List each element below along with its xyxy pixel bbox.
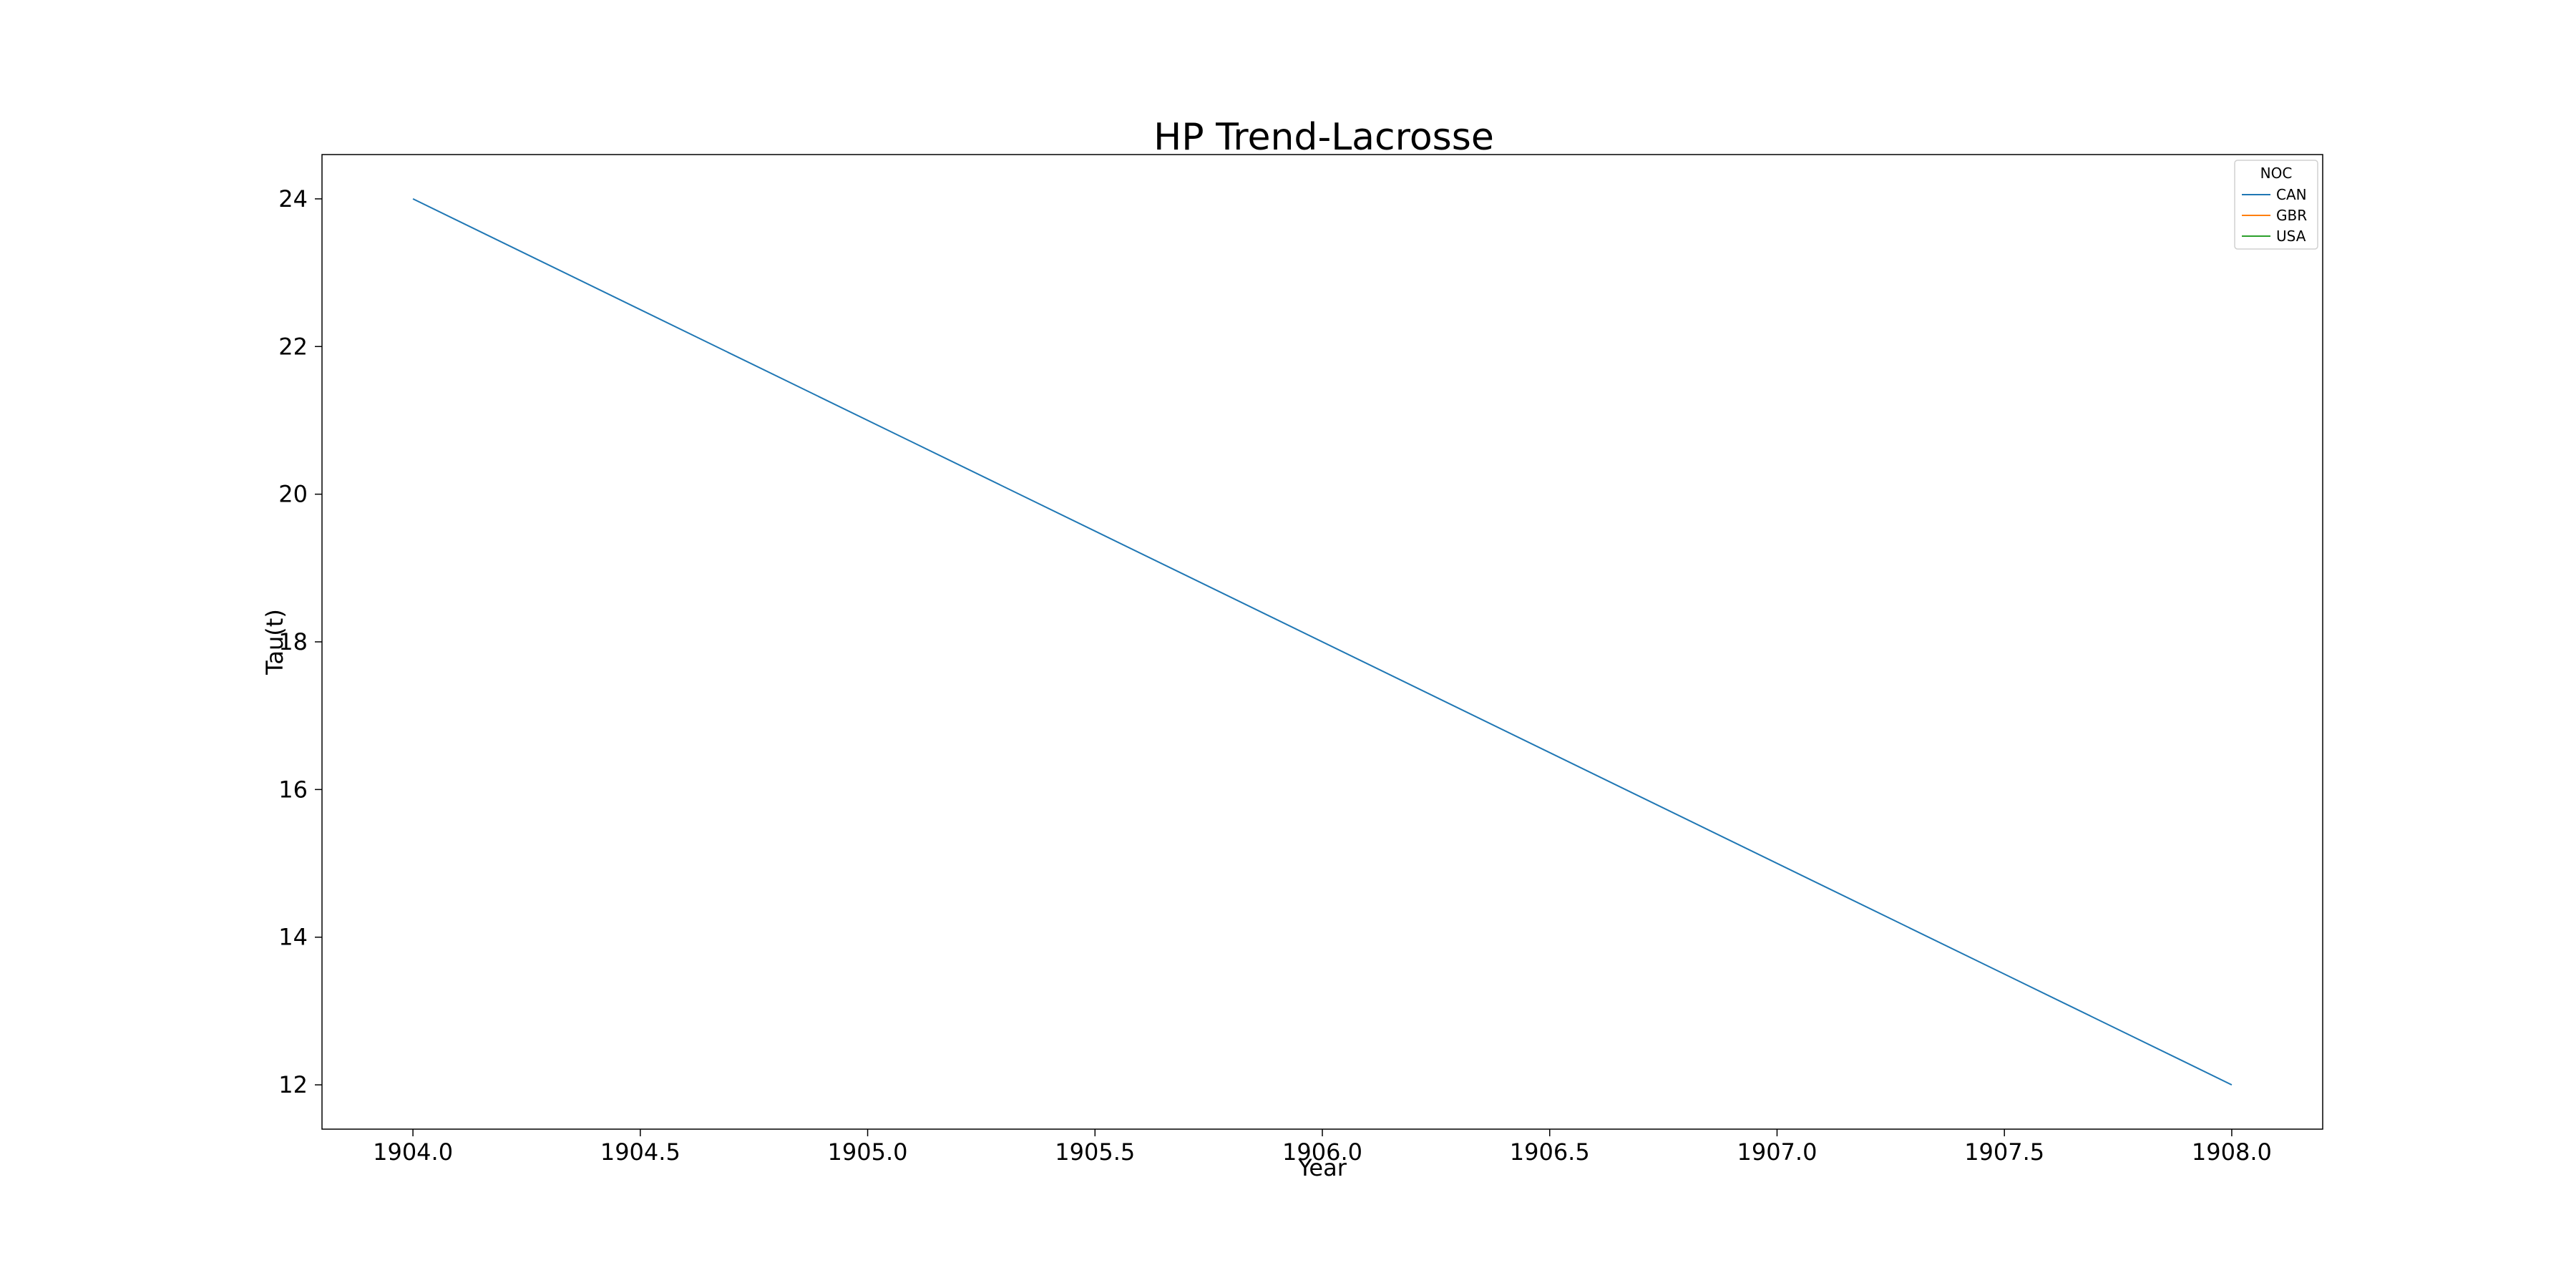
- series-line-can: [412, 198, 2233, 1085]
- legend-label-usa: USA: [2276, 228, 2306, 245]
- y-tick-label: 22: [278, 333, 308, 360]
- x-tick-label: 1905.0: [828, 1138, 908, 1166]
- y-axis-label: Tau(t): [261, 609, 288, 675]
- y-tick-label: 12: [278, 1071, 308, 1098]
- y-tick-label: 24: [278, 185, 308, 213]
- y-axis: 12 14 16 18 20 22 24: [278, 185, 322, 1098]
- legend-label-can: CAN: [2276, 186, 2307, 203]
- legend: NOC CAN GBR USA: [2234, 160, 2318, 250]
- legend-box: [2234, 160, 2318, 250]
- x-axis-label: Year: [1297, 1154, 1347, 1181]
- x-tick-label: 1908.0: [2192, 1138, 2272, 1166]
- x-tick-label: 1904.5: [600, 1138, 680, 1166]
- x-tick-label: 1904.0: [373, 1138, 453, 1166]
- y-tick-label: 18: [278, 628, 308, 655]
- x-tick-label: 1906.0: [1282, 1138, 1362, 1166]
- x-axis: 1904.0 1904.5 1905.0 1905.5 1906.0 1906.5 1907…: [373, 1129, 2272, 1166]
- chart-title: HP Trend-Lacrosse: [1153, 116, 1494, 159]
- y-tick-label: 16: [278, 776, 308, 803]
- x-tick-label: 1905.5: [1055, 1138, 1135, 1166]
- legend-title: NOC: [2260, 165, 2293, 182]
- x-tick-label: 1907.0: [1737, 1138, 1817, 1166]
- legend-entries: CAN GBR USA: [2242, 186, 2307, 245]
- legend-label-gbr: GBR: [2276, 207, 2307, 224]
- y-tick-label: 20: [278, 481, 308, 508]
- x-tick-label: 1907.5: [1964, 1138, 2044, 1166]
- series-layer: [412, 198, 2233, 1085]
- x-tick-label: 1906.5: [1510, 1138, 1590, 1166]
- y-tick-label: 14: [278, 924, 308, 951]
